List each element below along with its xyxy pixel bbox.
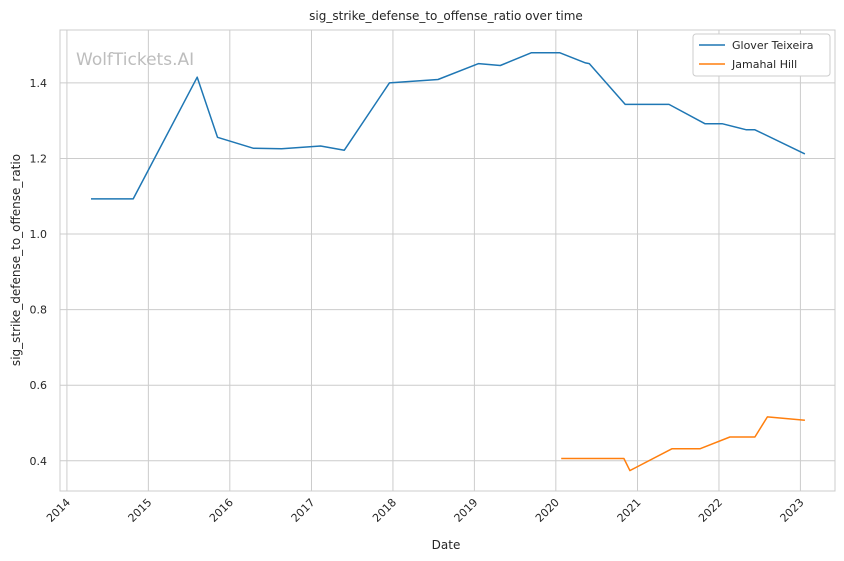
x-tick-label: 2019 [452, 496, 481, 525]
y-tick-label: 1.0 [30, 228, 48, 241]
x-tick-label: 2017 [289, 496, 318, 525]
legend: Glover Teixeira Jamahal Hill [692, 33, 831, 77]
y-axis-label: sig_strike_defense_to_offense_ratio [9, 154, 23, 366]
x-tick-label: 2016 [207, 496, 236, 525]
y-tick-label: 0.8 [30, 304, 48, 317]
y-tick-label: 1.2 [30, 152, 48, 165]
legend-box [692, 33, 831, 77]
x-axis-ticks: 2014 2015 2016 2017 2018 2019 2020 2021 2022 2023 [44, 496, 806, 525]
plot-area-frame [59, 29, 836, 492]
x-tick-label: 2020 [533, 496, 562, 525]
x-tick-label: 2015 [125, 496, 154, 525]
x-tick-label: 2021 [615, 496, 644, 525]
series-line [91, 51, 806, 200]
x-tick-label: 2014 [44, 496, 73, 525]
y-axis-ticks: 0.4 0.6 0.8 1.0 1.2 1.4 [30, 77, 48, 468]
series-line [561, 416, 805, 472]
series-layer [91, 51, 806, 472]
y-tick-label: 0.4 [30, 455, 48, 468]
x-tick-label: 2023 [778, 496, 807, 525]
x-tick-label: 2018 [370, 496, 399, 525]
legend-label: Jamahal Hill [731, 58, 797, 71]
legend-label: Glover Teixeira [732, 39, 814, 52]
y-tick-label: 0.6 [30, 379, 48, 392]
x-tick-label: 2022 [696, 496, 725, 525]
grid-lines [60, 30, 835, 491]
watermark-text: WolfTickets.AI [76, 50, 194, 70]
x-axis-label: Date [432, 538, 461, 552]
y-tick-label: 1.4 [30, 77, 48, 90]
chart-title: sig_strike_defense_to_offense_ratio over… [309, 9, 583, 23]
